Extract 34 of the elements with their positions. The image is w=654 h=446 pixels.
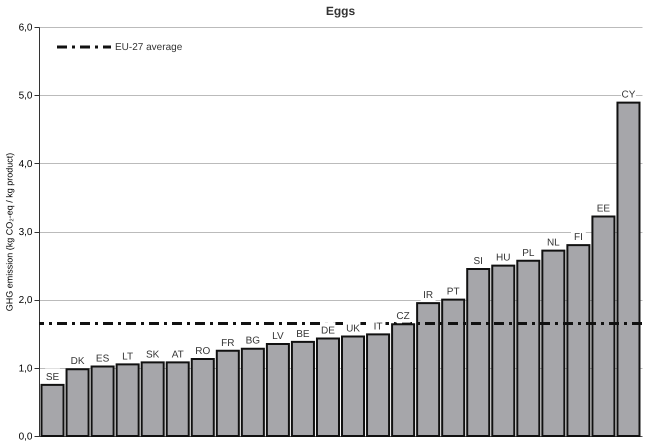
x-tick-label: DK [70,356,85,368]
x-tick-label: BE [296,328,310,340]
x-tick-label: CY [622,90,636,101]
x-tick-label: IR [423,290,434,302]
y-tick-label: 6,0 [18,22,33,34]
x-tick-label: SK [146,349,160,360]
x-tick-label: LV [272,330,284,342]
x-tick-label: DE [321,326,336,337]
x-tick-label: LT [122,351,134,362]
x-tick-label: RO [195,346,210,357]
x-tick-label: SE [46,372,60,383]
x-tick-label: FI [574,232,583,244]
x-tick-label: SI [474,256,483,267]
x-tick-label: CZ [396,311,410,322]
y-tick-label: 5,0 [18,90,33,102]
x-tick-label: NL [546,238,560,249]
y-axis-title: GHG emission (kg CO₂-eq / kg product) [4,152,15,312]
y-tick-label: 3,0 [18,227,33,238]
x-tick-label: FR [221,338,234,349]
y-tick-label: 4,0 [18,158,33,170]
x-tick-label: EE [596,204,610,215]
y-tick-label: 1,0 [18,363,33,374]
y-tick-label: 0,0 [18,432,33,442]
x-tick-label: BG [246,336,260,347]
x-tick-label: HU [496,252,510,264]
x-tick-label: IT [374,321,383,332]
x-tick-label: PL [522,248,535,259]
x-tick-label: ES [96,353,110,364]
y-tick-label: 2,0 [18,295,33,306]
chart-title: Eggs [326,4,356,18]
x-tick-label: PT [446,286,460,298]
x-tick-label: AT [172,349,184,360]
ref-line-label: EU-27 average [115,42,183,53]
x-tick-label: UK [346,323,360,334]
